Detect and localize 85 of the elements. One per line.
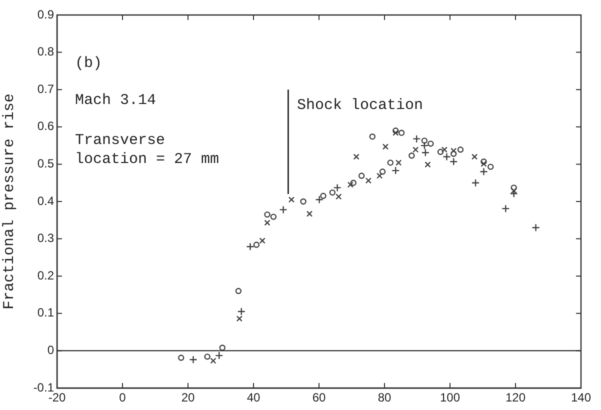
- point: [237, 307, 246, 316]
- point: [510, 188, 517, 194]
- y-tick-label: 0.1: [37, 306, 54, 320]
- x-tick-label: 0: [119, 390, 126, 405]
- point: [215, 351, 224, 360]
- point: [502, 204, 510, 213]
- point: [382, 144, 389, 150]
- point: [178, 354, 184, 361]
- point: [210, 358, 216, 364]
- point: [412, 134, 421, 143]
- point: [392, 166, 400, 175]
- y-tick-label: 0.6: [37, 119, 54, 134]
- x-tick-label: 120: [505, 390, 526, 405]
- point: [532, 224, 540, 232]
- y-tick-label: 0.4: [37, 194, 54, 208]
- point: [320, 192, 326, 200]
- point: [480, 158, 487, 165]
- annotation: Transverse location = 27 mm: [75, 132, 220, 168]
- y-tick-label: 0.3: [37, 231, 54, 246]
- point: [246, 242, 254, 251]
- point: [480, 160, 487, 167]
- point: [235, 288, 242, 294]
- point: [421, 138, 428, 144]
- point: [442, 152, 451, 161]
- point: [392, 130, 399, 136]
- point: [420, 141, 429, 150]
- point: [450, 157, 458, 166]
- point: [379, 168, 386, 175]
- x-tick-label: 20: [181, 390, 195, 405]
- y-tick-label: 0.9: [37, 7, 54, 22]
- point: [264, 220, 270, 226]
- point: [204, 354, 210, 360]
- point: [428, 140, 434, 147]
- point: [300, 198, 306, 205]
- point: [350, 180, 356, 186]
- point: [270, 214, 277, 220]
- point: [288, 196, 295, 203]
- point: [189, 356, 198, 364]
- point: [480, 168, 488, 176]
- point: [421, 148, 430, 157]
- point: [329, 189, 336, 196]
- x-tick-label: 100: [440, 390, 460, 405]
- point: [369, 134, 376, 140]
- point: [236, 316, 242, 322]
- point: [412, 146, 419, 153]
- x-tick-label: 140: [570, 390, 592, 405]
- point: [408, 152, 415, 159]
- point: [219, 344, 226, 351]
- point: [306, 210, 313, 217]
- point: [315, 196, 324, 204]
- point: [396, 160, 402, 166]
- point: [353, 154, 360, 160]
- point: [387, 160, 394, 166]
- point: [264, 211, 270, 218]
- point: [365, 178, 372, 184]
- point: [457, 146, 464, 153]
- y-tick-label: 0.2: [37, 268, 54, 282]
- point: [488, 164, 494, 170]
- y-tick-label: 0.7: [37, 82, 54, 96]
- y-tick-label: 0.8: [37, 44, 54, 59]
- point: [471, 154, 478, 160]
- x-tick-label: 40: [246, 390, 260, 405]
- y-tick-label: 0.5: [37, 156, 54, 171]
- point: [392, 128, 399, 134]
- point: [471, 178, 480, 187]
- annotation: (b): [75, 54, 102, 72]
- annotation: Mach 3.14: [75, 92, 156, 109]
- point: [253, 242, 260, 248]
- point: [510, 184, 517, 191]
- point: [279, 206, 288, 214]
- point: [424, 162, 431, 168]
- point: [437, 148, 444, 155]
- annotation: Shock location: [297, 96, 424, 114]
- point: [398, 130, 405, 136]
- x-tick-label: 80: [378, 390, 392, 405]
- point: [259, 238, 266, 244]
- y-axis-title: Fractional pressure rise: [0, 93, 18, 310]
- point: [450, 148, 457, 154]
- point: [358, 172, 365, 179]
- point: [376, 172, 383, 179]
- point: [450, 150, 457, 157]
- x-tick-label: 60: [312, 390, 326, 405]
- y-tick-label: 0: [47, 343, 54, 358]
- point: [347, 182, 354, 188]
- point: [441, 146, 448, 153]
